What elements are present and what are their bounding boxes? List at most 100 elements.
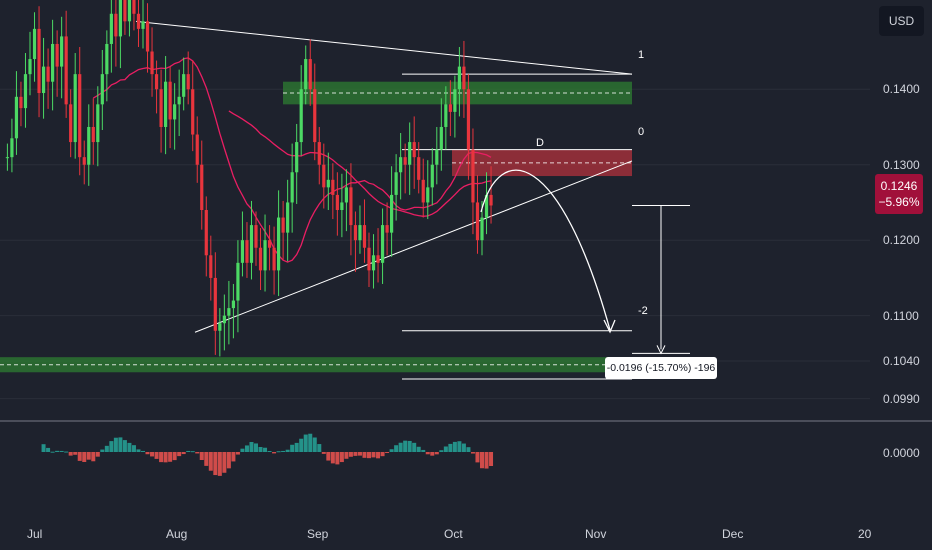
histogram-bar: [439, 450, 444, 452]
candle-body: [204, 210, 208, 256]
histogram-bar: [339, 452, 344, 463]
histogram-bar: [118, 437, 123, 452]
time-tick: Nov: [585, 527, 607, 541]
histogram-bar: [285, 449, 290, 452]
histogram-bar: [235, 452, 240, 455]
projection-curve: [480, 169, 611, 331]
price-tick: 0.0990: [883, 391, 920, 406]
candle-body: [304, 59, 308, 90]
candle-body: [73, 74, 77, 143]
candle-body: [340, 202, 344, 210]
candle-body: [123, 0, 127, 22]
candle-body: [462, 66, 466, 90]
candle-body: [408, 142, 412, 165]
candle-body: [371, 255, 376, 271]
candle-body: [245, 240, 249, 263]
histogram-bar: [394, 445, 399, 452]
candle-body: [403, 157, 407, 165]
candle-body: [362, 225, 367, 248]
candle-body: [263, 240, 267, 271]
histogram-bar: [145, 452, 150, 455]
candle-body: [200, 164, 204, 210]
histogram-bar: [452, 441, 457, 452]
candle-body: [475, 202, 480, 241]
histogram-bar: [466, 447, 471, 452]
histogram-bar: [421, 449, 426, 452]
price-tick: 0.1100: [883, 308, 919, 323]
candle-body: [417, 157, 421, 180]
candle-body: [41, 66, 46, 94]
histogram-bar: [357, 452, 362, 456]
candle-body: [249, 225, 254, 263]
histogram-bar: [217, 452, 222, 476]
histogram-bar: [267, 451, 272, 452]
histogram-bar: [407, 440, 412, 452]
histogram-bar: [294, 442, 299, 452]
candle-body: [154, 74, 159, 90]
indicator-tick: 0.0000: [883, 446, 920, 460]
candle-body: [254, 225, 258, 248]
last-price-tag: 0.1246 −5.96%: [875, 174, 923, 214]
candle-body: [448, 104, 452, 112]
candle-body: [227, 308, 231, 316]
histogram-bar: [244, 445, 249, 452]
candle-body: [28, 59, 32, 75]
candle-body: [136, 13, 141, 29]
histogram-bar: [308, 433, 313, 452]
candle-body: [168, 81, 172, 120]
candle-body: [195, 134, 199, 165]
candle-body: [127, 0, 132, 22]
candle-body: [19, 96, 23, 109]
histogram-bar: [263, 447, 268, 452]
histogram-bar: [186, 450, 191, 452]
time-tick: 20: [858, 527, 872, 541]
histogram-bar: [389, 449, 394, 452]
candle-body: [46, 66, 50, 82]
histogram-bar: [335, 452, 340, 465]
candle-body: [430, 164, 434, 188]
candle-body: [394, 172, 398, 195]
histogram-bar: [353, 452, 358, 456]
candle-body: [240, 240, 245, 263]
candle-body: [286, 202, 290, 233]
histogram-bar: [177, 452, 182, 457]
histogram-bar: [68, 452, 73, 456]
candle-body: [60, 36, 64, 67]
histogram-bar: [457, 441, 462, 452]
candle-body: [484, 194, 489, 218]
projection-annotations: [480, 169, 690, 355]
histogram-bar: [231, 452, 236, 462]
candle-body: [32, 28, 37, 60]
histogram-bar: [330, 452, 335, 464]
candle-body: [317, 142, 321, 165]
time-tick: Oct: [444, 527, 463, 541]
zone-marker-label: D: [536, 137, 544, 149]
candle-body: [5, 157, 9, 159]
currency-button[interactable]: USD: [879, 6, 924, 36]
histogram-bar: [254, 443, 258, 452]
histogram-bar: [240, 448, 245, 452]
candle-body: [439, 126, 443, 150]
price-tick: 0.1400: [883, 82, 920, 97]
histogram-bar: [489, 452, 494, 466]
histogram-bar: [312, 437, 317, 452]
candle-body: [191, 89, 195, 135]
candle-body: [51, 43, 55, 82]
time-tick: Aug: [166, 527, 188, 541]
candle-body: [421, 179, 425, 203]
last-price-change: −5.96%: [878, 195, 920, 209]
candle-body: [173, 104, 177, 120]
histogram-bar: [154, 452, 159, 459]
candle-body: [159, 89, 163, 127]
level-neg2-label: -2: [638, 305, 648, 317]
candle-body: [236, 262, 240, 301]
candle-body: [308, 59, 312, 90]
histogram-bar: [385, 452, 390, 453]
candle-body: [353, 225, 358, 241]
time-tick: Jul: [27, 527, 43, 541]
histogram-bar: [276, 451, 281, 453]
histogram-bar: [46, 447, 51, 452]
histogram-bar: [470, 452, 475, 454]
histogram-bar: [104, 445, 109, 452]
